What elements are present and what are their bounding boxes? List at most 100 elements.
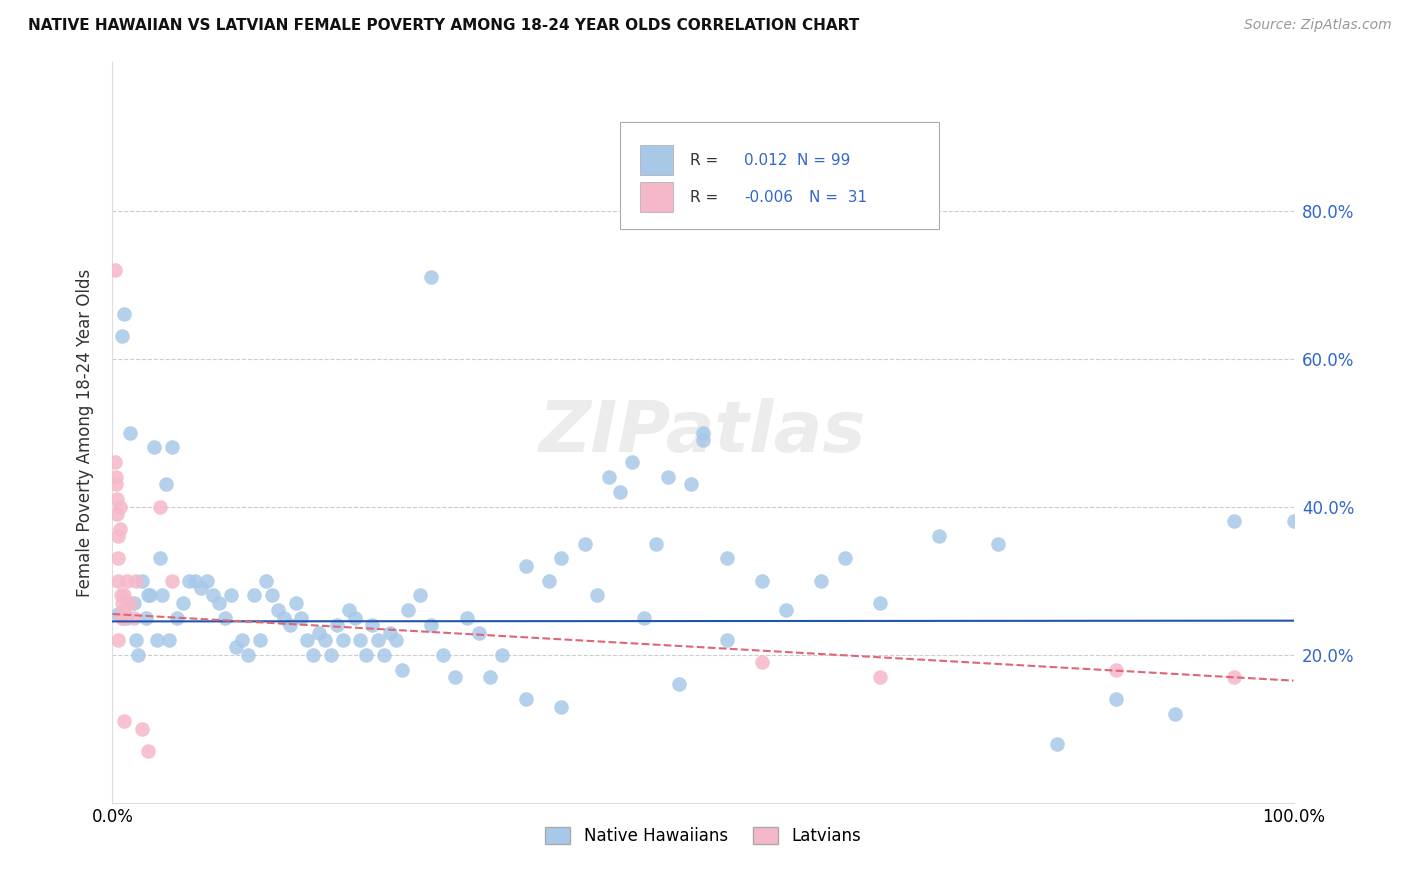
Point xyxy=(136,589,159,603)
Point xyxy=(112,610,135,624)
Point xyxy=(834,551,856,566)
Point xyxy=(385,632,408,647)
Point xyxy=(115,610,138,624)
Point xyxy=(107,607,129,621)
Point xyxy=(326,618,349,632)
Point xyxy=(267,603,290,617)
Point xyxy=(219,589,242,603)
Point xyxy=(190,581,212,595)
Point xyxy=(136,744,159,758)
Point xyxy=(149,551,172,566)
Text: 0.012: 0.012 xyxy=(744,153,787,168)
Point xyxy=(550,551,572,566)
Point xyxy=(111,596,134,610)
Y-axis label: Female Poverty Among 18-24 Year Olds: Female Poverty Among 18-24 Year Olds xyxy=(76,268,94,597)
Point xyxy=(396,603,419,617)
Point xyxy=(278,618,301,632)
Point xyxy=(125,632,148,647)
Point xyxy=(681,477,703,491)
Point xyxy=(225,640,247,655)
Point xyxy=(111,610,134,624)
Point xyxy=(108,500,131,514)
Text: N =  31: N = 31 xyxy=(810,190,868,204)
Point xyxy=(231,632,253,647)
Point xyxy=(214,610,236,624)
Point xyxy=(112,589,135,603)
Point xyxy=(125,574,148,588)
Point xyxy=(201,589,224,603)
Point xyxy=(290,610,312,624)
Point xyxy=(115,574,138,588)
Point xyxy=(104,455,127,469)
Point xyxy=(238,648,260,662)
Point xyxy=(928,529,950,543)
Point xyxy=(609,484,631,499)
Text: R =: R = xyxy=(690,190,723,204)
Point xyxy=(308,625,330,640)
Point xyxy=(479,670,502,684)
Point xyxy=(179,574,201,588)
Point xyxy=(160,574,183,588)
Point xyxy=(349,632,371,647)
Point xyxy=(314,632,336,647)
Point xyxy=(692,425,714,440)
Point xyxy=(107,551,129,566)
Point xyxy=(491,648,513,662)
Point xyxy=(515,558,537,573)
Point xyxy=(105,492,128,507)
Point xyxy=(467,625,489,640)
Point xyxy=(657,470,679,484)
Point xyxy=(716,632,738,647)
Point xyxy=(302,648,325,662)
Point xyxy=(260,589,283,603)
Point xyxy=(332,632,354,647)
Point xyxy=(1282,515,1305,529)
Point xyxy=(104,262,127,277)
Text: NATIVE HAWAIIAN VS LATVIAN FEMALE POVERTY AMONG 18-24 YEAR OLDS CORRELATION CHAR: NATIVE HAWAIIAN VS LATVIAN FEMALE POVERT… xyxy=(28,18,859,33)
Point xyxy=(172,596,194,610)
Point xyxy=(284,596,307,610)
Point xyxy=(621,455,644,469)
Point xyxy=(150,589,173,603)
Point xyxy=(243,589,266,603)
Text: Source: ZipAtlas.com: Source: ZipAtlas.com xyxy=(1244,18,1392,32)
Point xyxy=(107,574,129,588)
Point xyxy=(122,610,145,624)
Point xyxy=(633,610,655,624)
Point xyxy=(149,500,172,514)
Point xyxy=(550,699,572,714)
FancyBboxPatch shape xyxy=(640,145,673,175)
Point xyxy=(184,574,207,588)
Point xyxy=(254,574,277,588)
Point xyxy=(1105,663,1128,677)
Point xyxy=(319,648,342,662)
Point xyxy=(297,632,319,647)
Point xyxy=(110,589,132,603)
Point xyxy=(361,618,384,632)
Text: R =: R = xyxy=(690,153,723,168)
Point xyxy=(810,574,832,588)
Point xyxy=(107,632,129,647)
Text: -0.006: -0.006 xyxy=(744,190,793,204)
Point xyxy=(105,470,128,484)
Point xyxy=(644,536,666,550)
Point xyxy=(127,648,149,662)
Point xyxy=(716,551,738,566)
Point xyxy=(432,648,454,662)
Point xyxy=(166,610,188,624)
Point xyxy=(1164,706,1187,721)
Point xyxy=(420,270,443,285)
Point xyxy=(692,433,714,447)
Point xyxy=(391,663,413,677)
Text: N = 99: N = 99 xyxy=(797,153,851,168)
Point xyxy=(343,610,366,624)
Point xyxy=(408,589,430,603)
Point xyxy=(356,648,378,662)
Point xyxy=(107,529,129,543)
Point xyxy=(195,574,218,588)
Point xyxy=(120,596,142,610)
Point xyxy=(367,632,389,647)
Point xyxy=(157,632,180,647)
Point xyxy=(598,470,620,484)
FancyBboxPatch shape xyxy=(640,182,673,212)
